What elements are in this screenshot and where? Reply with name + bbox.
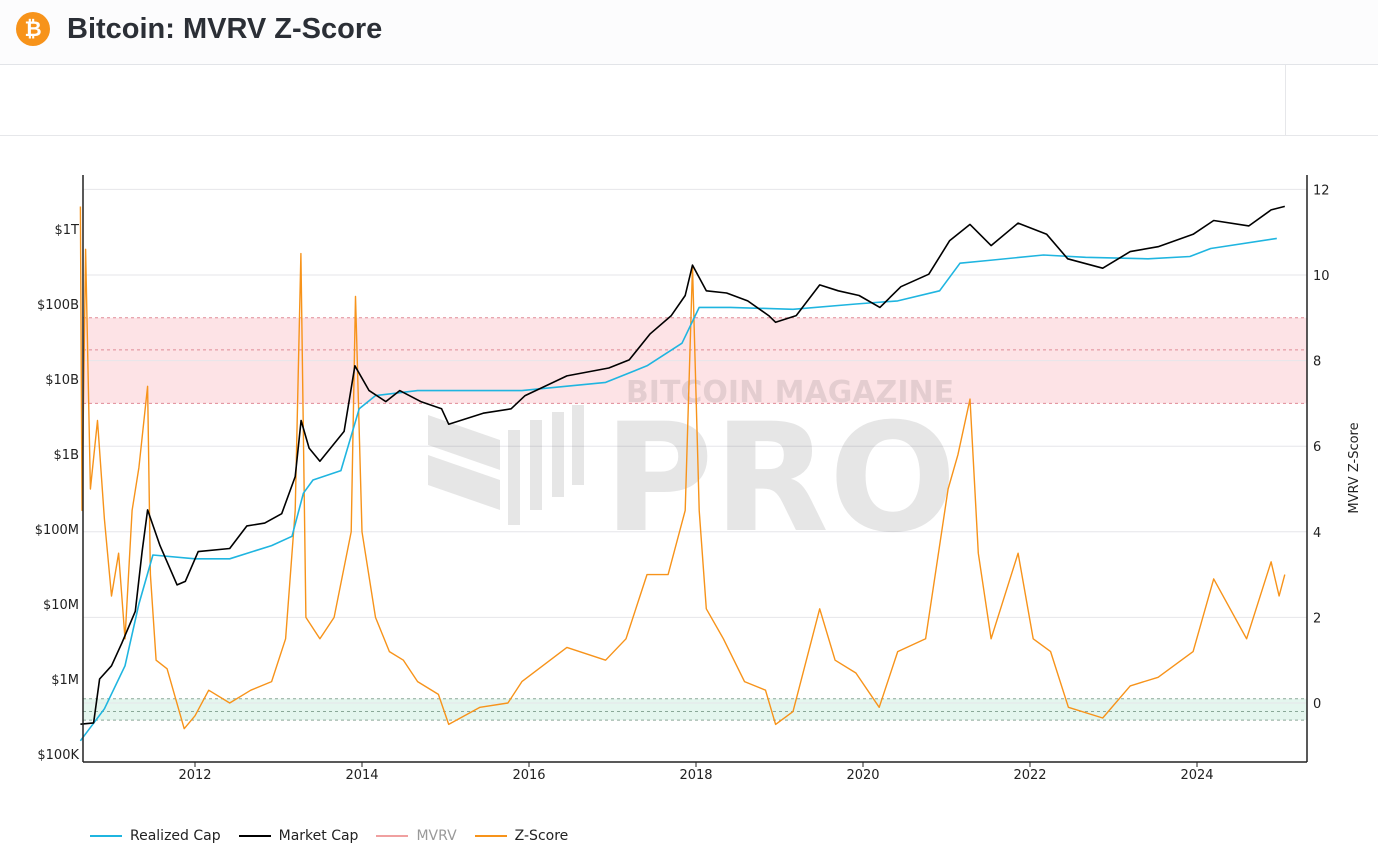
header: ₿ Bitcoin: MVRV Z-Score (0, 0, 1378, 65)
x-tick-label: 2012 (178, 768, 211, 783)
toolbar (0, 65, 1378, 136)
legend-swatch (376, 835, 409, 837)
y-right-tick-label: 10 (1313, 269, 1330, 284)
y-right-tick-label: 4 (1313, 526, 1321, 541)
series-z-score (79, 206, 1286, 730)
y-left-tick-label: $10B (45, 373, 79, 388)
legend-item-mvrv[interactable]: MVRV (376, 828, 457, 844)
toolbar-divider (1285, 65, 1286, 135)
x-tick-label: 2020 (846, 768, 879, 783)
legend: Realized Cap Market Cap MVRV Z-Score (90, 828, 586, 844)
legend-label: MVRV (416, 828, 457, 844)
y-right-tick-label: 0 (1313, 697, 1321, 712)
x-tick-label: 2016 (512, 768, 545, 783)
legend-swatch (474, 835, 507, 837)
y-left-tick-label: $100K (37, 748, 79, 763)
legend-item-z-score[interactable]: Z-Score (474, 828, 569, 844)
y-left-tick-label: $10M (43, 598, 79, 613)
y-right-tick-label: 6 (1313, 440, 1321, 455)
watermark-line2: PRO (604, 392, 957, 566)
green-band (83, 698, 1307, 721)
legend-label: Z-Score (514, 828, 569, 844)
watermark: BITCOIN MAGAZINE PRO (428, 375, 956, 566)
y-left-tick-label: $1B (54, 448, 79, 463)
bitcoin-icon: ₿ (16, 12, 50, 46)
watermark-line1: BITCOIN MAGAZINE (626, 375, 954, 410)
x-tick-label: 2018 (679, 768, 712, 783)
y-left-tick-label: $1M (51, 673, 79, 688)
legend-item-realized-cap[interactable]: Realized Cap (90, 828, 221, 844)
x-tick-label: 2022 (1013, 768, 1046, 783)
y-right-axis-label: MVRV Z-Score (1347, 422, 1362, 513)
y-left-tick-label: $100M (35, 523, 79, 538)
legend-item-market-cap[interactable]: Market Cap (238, 828, 359, 844)
legend-label: Market Cap (278, 828, 359, 844)
page-title: Bitcoin: MVRV Z-Score (67, 13, 383, 45)
y-left-tick-label: $100B (37, 298, 79, 313)
series-realized-cap (79, 237, 1277, 742)
legend-swatch (238, 835, 271, 837)
series-market-cap (80, 205, 1285, 725)
y-left-tick-label: $1T (55, 223, 80, 238)
legend-swatch (90, 835, 122, 837)
y-right-tick-label: 2 (1313, 611, 1321, 626)
watermark-logo-icon (428, 405, 584, 525)
x-tick-label: 2014 (345, 768, 378, 783)
x-tick-label: 2024 (1180, 768, 1213, 783)
y-right-tick-label: 12 (1313, 183, 1330, 198)
legend-label: Realized Cap (130, 828, 221, 844)
y-right-tick-label: 8 (1313, 355, 1321, 370)
